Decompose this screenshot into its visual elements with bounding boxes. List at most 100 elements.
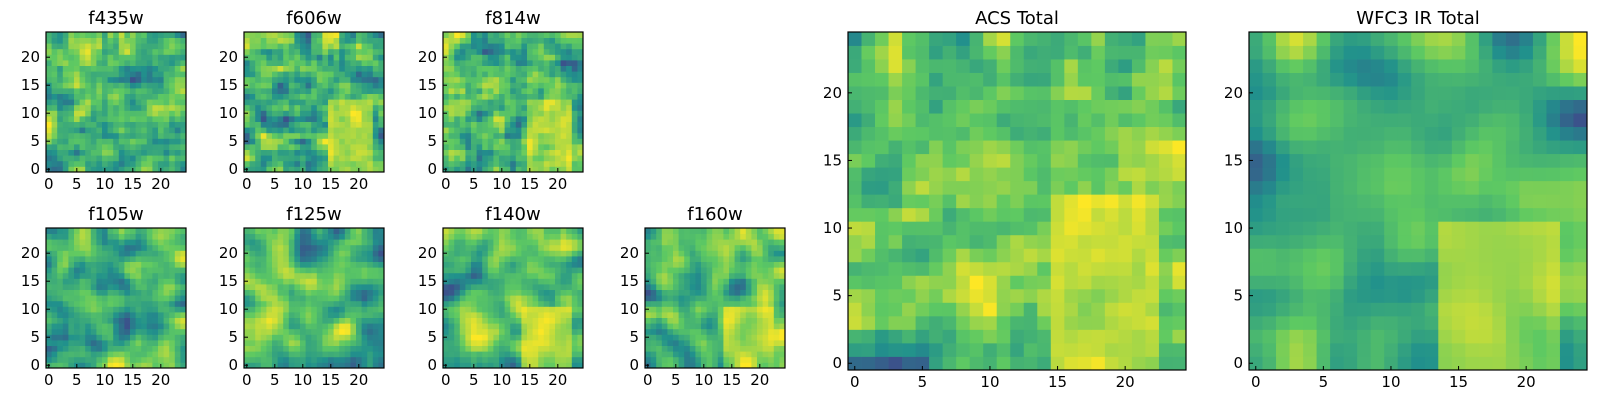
heatmap-cell (527, 110, 533, 117)
panel-title: f140w (485, 204, 540, 225)
heatmap-cell (510, 289, 517, 296)
heatmap-cell (969, 234, 984, 249)
heatmap-cell (141, 345, 148, 352)
heatmap-cell (124, 228, 131, 234)
heatmap-cell (107, 166, 114, 173)
heatmap-cell (372, 144, 379, 150)
heatmap-cell (74, 54, 80, 61)
heatmap-cell (344, 43, 351, 50)
heatmap-cell (333, 356, 340, 363)
heatmap-cell (527, 351, 533, 358)
heatmap-cell (174, 116, 181, 122)
heatmap-cell (118, 272, 125, 279)
heatmap-cell (723, 334, 730, 341)
heatmap-cell (942, 288, 957, 303)
heatmap-cell (695, 312, 702, 318)
heatmap-cell (577, 317, 584, 324)
heatmap-cell (493, 295, 500, 302)
heatmap-cell (102, 104, 108, 111)
heatmap-cell (169, 267, 176, 274)
heatmap-cell (146, 138, 153, 145)
heatmap-cell (367, 166, 374, 173)
heatmap-cell (107, 362, 114, 369)
heatmap-cell (499, 244, 505, 251)
heatmap-cell (1145, 329, 1160, 344)
heatmap-cell (532, 166, 539, 173)
heatmap-cell (305, 155, 312, 162)
heatmap-cell (1104, 140, 1119, 155)
heatmap-cell (316, 250, 323, 257)
heatmap-cell (141, 104, 148, 111)
heatmap-cell (577, 289, 584, 296)
heatmap-cell (459, 99, 466, 106)
heatmap-cell (277, 328, 284, 335)
heatmap-cell (773, 289, 780, 296)
heatmap-cell (174, 261, 181, 268)
heatmap-cell (734, 351, 741, 358)
heatmap-cell (515, 362, 522, 369)
heatmap-cell (510, 160, 517, 167)
heatmap-cell (311, 289, 318, 296)
heatmap-cell (277, 99, 284, 106)
heatmap-cell (300, 300, 306, 307)
heatmap-cell (62, 82, 69, 89)
heatmap-cell (577, 328, 584, 335)
heatmap-cell (678, 362, 685, 369)
heatmap-cell (476, 267, 483, 274)
heatmap-cell (538, 71, 545, 78)
heatmap-cell (560, 127, 567, 134)
heatmap-cell (673, 340, 679, 346)
heatmap-cell (107, 267, 114, 274)
heatmap-cell (350, 340, 357, 346)
heatmap-cell (378, 132, 385, 139)
heatmap-cell (1064, 261, 1079, 276)
heatmap-cell (499, 323, 505, 330)
heatmap-cell (684, 250, 691, 257)
x-tick-label: 20 (151, 175, 170, 193)
heatmap-cell (260, 300, 267, 307)
heatmap-cell (62, 267, 69, 274)
heatmap-cell (294, 155, 301, 162)
heatmap-cell (146, 345, 153, 352)
heatmap-cell (717, 317, 724, 324)
heatmap-cell (499, 334, 505, 341)
heatmap-cell (555, 132, 561, 139)
heatmap-cell (1037, 140, 1052, 155)
heatmap-cell (734, 278, 741, 285)
heatmap-cell (378, 261, 385, 268)
y-tick-label: 20 (21, 48, 40, 66)
heatmap-cell (180, 317, 187, 324)
heatmap-cell (673, 261, 679, 268)
heatmap-cell (158, 88, 164, 94)
heatmap-cell (344, 32, 351, 38)
heatmap-cell (684, 306, 691, 313)
heatmap-cell (560, 345, 567, 352)
heatmap-cell (62, 261, 69, 268)
heatmap-cell (543, 300, 550, 307)
heatmap-cell (277, 278, 284, 285)
heatmap-cell (135, 76, 142, 83)
heatmap-cell (527, 272, 533, 279)
heatmap-cell (762, 323, 769, 330)
heatmap-cell (344, 300, 351, 307)
heatmap-cell (902, 248, 916, 263)
heatmap-cell (454, 88, 461, 94)
heatmap-cell (1077, 356, 1092, 371)
heatmap-cell (305, 289, 312, 296)
heatmap-cell (124, 65, 131, 72)
heatmap-cell (734, 300, 741, 307)
heatmap-cell (180, 144, 187, 150)
heatmap-cell (549, 37, 556, 44)
heatmap-cell (577, 65, 584, 72)
heatmap-cell (244, 71, 250, 78)
heatmap-cell (538, 267, 545, 274)
heatmap-cell (62, 37, 69, 44)
heatmap-cell (158, 43, 164, 50)
heatmap-cell (493, 362, 500, 369)
heatmap-cell (566, 233, 573, 240)
heatmap-cell (549, 306, 556, 313)
heatmap-cell (85, 340, 92, 346)
heatmap-cell (174, 43, 181, 50)
heatmap-cell (1050, 275, 1065, 290)
